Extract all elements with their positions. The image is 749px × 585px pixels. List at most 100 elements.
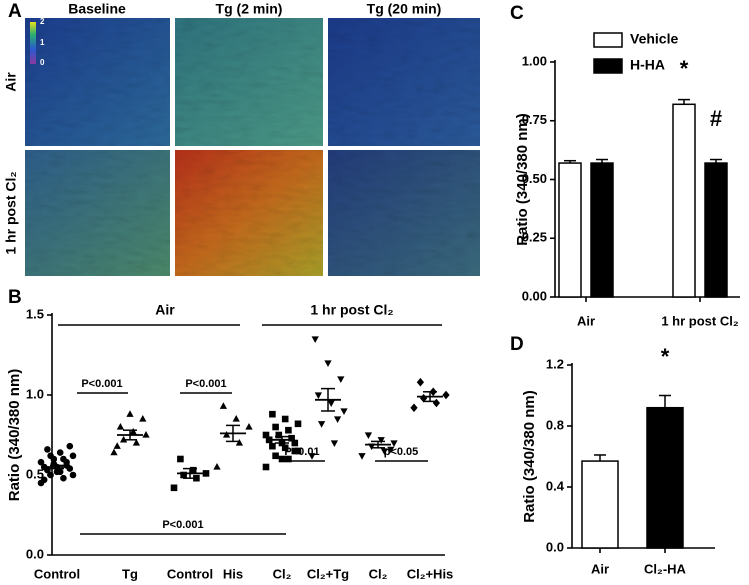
- data-point: [327, 400, 335, 407]
- data-point: [269, 410, 276, 418]
- x-tick-label: Cl₂+His: [407, 566, 454, 581]
- data-point: [377, 437, 385, 444]
- data-point: [308, 453, 316, 460]
- y-tick-label: 0.8: [546, 417, 564, 432]
- data-point: [50, 455, 58, 463]
- data-point: [324, 360, 332, 367]
- x-tick-label: Cl₂-HA: [644, 561, 686, 576]
- data-point: [129, 427, 137, 435]
- data-point: [442, 390, 450, 400]
- data-point: [291, 447, 299, 455]
- data-point: [177, 455, 184, 463]
- data-point: [269, 442, 276, 450]
- colorbar-tick: 2: [40, 17, 45, 26]
- data-point: [202, 470, 210, 477]
- y-tick-label: 0.25: [522, 230, 547, 245]
- data-point: [142, 431, 150, 438]
- y-tick-label: 1.00: [522, 53, 547, 68]
- column-header: Tg (20 min): [367, 1, 442, 17]
- data-point: [213, 463, 221, 470]
- x-tick-label: Tg: [122, 566, 138, 581]
- data-point: [419, 393, 428, 403]
- data-point: [222, 431, 231, 438]
- data-point: [390, 440, 398, 447]
- y-axis-label: Ratio (340/380 nm): [514, 113, 531, 246]
- image-grid: 2 1 0: [25, 17, 480, 276]
- x-tick-label: Control: [34, 566, 80, 581]
- data-point: [69, 452, 77, 460]
- data-point: [63, 458, 70, 466]
- y-tick-label: 1.2: [546, 356, 564, 371]
- data-point: [139, 415, 147, 422]
- legend-label: H-HA: [630, 57, 665, 73]
- data-point: [56, 449, 64, 456]
- y-tick-label: 0.50: [522, 171, 547, 186]
- data-point: [235, 439, 244, 446]
- y-tick-label: 0.0: [546, 539, 564, 554]
- row-label: 1 hr post Cl₂: [3, 171, 19, 254]
- annotation: P<0.001: [185, 378, 226, 390]
- data-point: [60, 474, 67, 482]
- data-point: [132, 439, 141, 446]
- x-tick-label: Cl₂: [273, 566, 292, 581]
- x-tick-label: His: [223, 566, 243, 581]
- x-tick-label: Cl₂: [369, 566, 388, 581]
- texture: [328, 18, 480, 146]
- data-point: [410, 403, 418, 413]
- data-point: [330, 440, 339, 447]
- data-point: [432, 398, 441, 408]
- colorbar-tick: 0: [40, 58, 45, 67]
- data-point: [340, 408, 348, 415]
- column-header: Baseline: [68, 1, 126, 17]
- panel-label: C: [510, 3, 524, 24]
- texture: [175, 18, 323, 146]
- bar: [672, 103, 696, 298]
- x-tick-label: 1 hr post Cl₂: [661, 313, 739, 328]
- data-point: [53, 468, 61, 476]
- data-point: [232, 415, 240, 422]
- annotation: #: [710, 106, 722, 131]
- data-point: [317, 421, 326, 428]
- legend-label: Vehicle: [630, 31, 678, 47]
- panel-label: A: [8, 1, 22, 22]
- colorbar-tick: 1: [40, 38, 45, 47]
- brackets: [58, 324, 442, 535]
- data-point: [333, 416, 342, 423]
- data-point: [113, 442, 121, 449]
- legend-swatch: [593, 32, 623, 48]
- panel-label: B: [8, 287, 22, 308]
- data-point: [126, 410, 134, 417]
- annotation: Air: [155, 302, 175, 318]
- texture: [328, 150, 480, 276]
- data-point: [281, 415, 289, 423]
- x-tick-label: Air: [577, 313, 595, 328]
- y-tick-label: 0.5: [26, 466, 44, 481]
- data-point: [262, 463, 270, 471]
- data-point: [47, 471, 54, 479]
- texture: [175, 150, 323, 276]
- data-point: [364, 432, 373, 439]
- texture: [25, 150, 170, 276]
- y-axis-label: Ratio (340/380 nm): [6, 369, 23, 502]
- data-point: [219, 402, 228, 409]
- data-point: [278, 455, 286, 463]
- x-tick-label: Cl₂+Tg: [307, 566, 349, 581]
- y-tick-label: 0.00: [522, 288, 547, 303]
- texture: [25, 18, 170, 146]
- annotation: 1 hr post Cl₂: [310, 302, 393, 318]
- data-point: [37, 458, 45, 466]
- data-point: [245, 423, 253, 430]
- bar: [590, 162, 614, 298]
- data-point: [66, 442, 74, 450]
- y-tick-label: 0.75: [522, 112, 547, 127]
- legend-swatch: [593, 58, 623, 74]
- data-point: [272, 423, 279, 431]
- bar: [558, 162, 582, 298]
- data-point: [110, 448, 118, 456]
- x-tick-label: Control: [167, 566, 213, 581]
- data-point: [69, 471, 77, 479]
- data-point: [380, 448, 389, 455]
- y-tick-label: 1.5: [26, 306, 44, 321]
- bar: [704, 162, 728, 298]
